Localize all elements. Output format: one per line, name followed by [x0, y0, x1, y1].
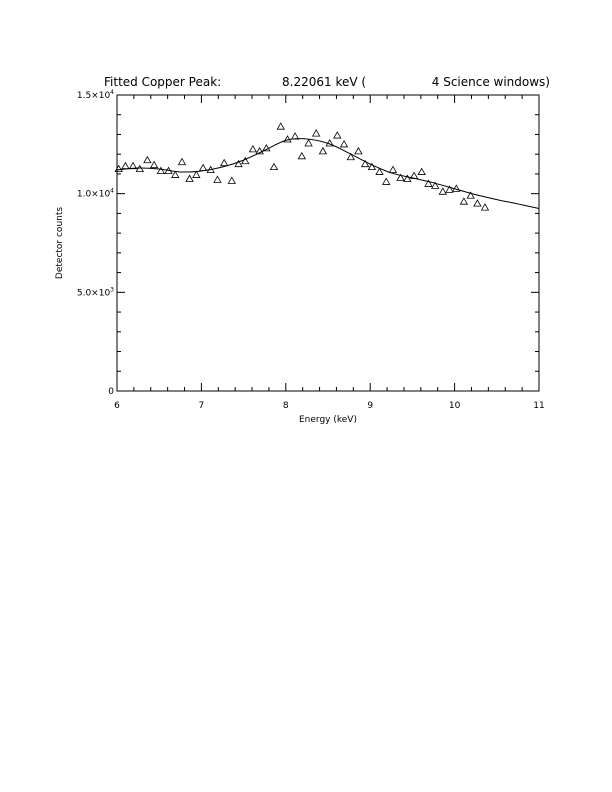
data-point-triangle [198, 163, 208, 172]
data-point-triangle [283, 135, 292, 143]
data-point-triangle [382, 177, 391, 185]
y-tick-label: 0 [108, 387, 114, 397]
y-axis-ticks [117, 94, 539, 392]
data-point-triangle [445, 185, 454, 193]
data-point-triangle [262, 143, 271, 152]
data-point-triangle [171, 170, 180, 178]
data-point-triangle [388, 165, 398, 174]
data-point-triangle [473, 199, 482, 207]
data-point-triangle [255, 146, 264, 155]
y-tick-label: 5.0×103 [77, 286, 114, 298]
chart-title-value: 8.22061 keV ( [282, 75, 366, 89]
x-axis-ticks [116, 95, 540, 391]
data-point-triangle [459, 197, 469, 205]
data-point-triangle [143, 155, 152, 164]
x-axis-tick-labels: 6 7 8 9 10 11 [114, 401, 545, 411]
data-point-triangle [318, 146, 328, 155]
data-point-triangle [424, 179, 433, 187]
data-point-triangle [213, 175, 222, 183]
x-tick-label: 10 [449, 401, 461, 411]
data-point-triangle [149, 160, 159, 169]
data-point-triangle [121, 161, 130, 170]
data-point-triangle [417, 167, 426, 175]
data-point-triangle [396, 173, 405, 181]
data-point-triangle [375, 167, 384, 175]
data-point-triangle [297, 151, 307, 160]
data-point-triangle [248, 144, 258, 153]
x-tick-label: 8 [283, 401, 289, 411]
data-point-triangle [333, 131, 342, 139]
y-tick-label: 1.5×104 [77, 89, 114, 101]
data-point-triangle [290, 132, 300, 140]
x-tick-label: 7 [199, 401, 205, 411]
data-point-triangle [192, 170, 201, 178]
data-point-triangle [403, 174, 412, 182]
data-point-triangle [438, 187, 447, 195]
data-point-triangle [354, 146, 363, 155]
x-tick-label: 11 [533, 401, 544, 411]
data-point-triangle [466, 191, 475, 199]
fit-curve [116, 138, 540, 209]
data-point-triangle [114, 164, 123, 173]
data-point-triangle [227, 176, 236, 184]
x-tick-label: 6 [114, 401, 120, 411]
plot-frame [116, 94, 540, 392]
data-point-triangle [346, 152, 355, 161]
data-point-triangle [269, 162, 279, 171]
data-point-triangle [430, 181, 440, 189]
data-point-triangle [360, 159, 370, 168]
data-point-triangle [234, 159, 243, 168]
chart-title-suffix: 4 Science windows) [432, 75, 550, 89]
data-point-triangle [135, 164, 144, 173]
data-point-triangle [185, 174, 194, 182]
data-point-triangle [276, 122, 285, 130]
x-tick-label: 9 [367, 401, 373, 411]
data-point-triangle [177, 157, 187, 166]
chart-title-label: Fitted Copper Peak: [104, 75, 221, 89]
data-point-triangle [311, 129, 321, 137]
data-point-triangle [367, 162, 377, 171]
y-tick-label: 1.0×104 [77, 188, 114, 200]
data-point-triangle [480, 203, 490, 211]
data-point-triangle [219, 158, 229, 167]
y-axis-label: Detector counts [55, 207, 65, 279]
data-point-triangle [304, 139, 313, 147]
data-points [114, 122, 490, 211]
data-point-triangle [339, 140, 349, 148]
x-axis-label: Energy (keV) [299, 415, 357, 425]
y-axis-tick-labels: 0 5.0×103 1.0×104 1.5×104 [77, 89, 114, 397]
data-point-triangle [156, 166, 166, 174]
